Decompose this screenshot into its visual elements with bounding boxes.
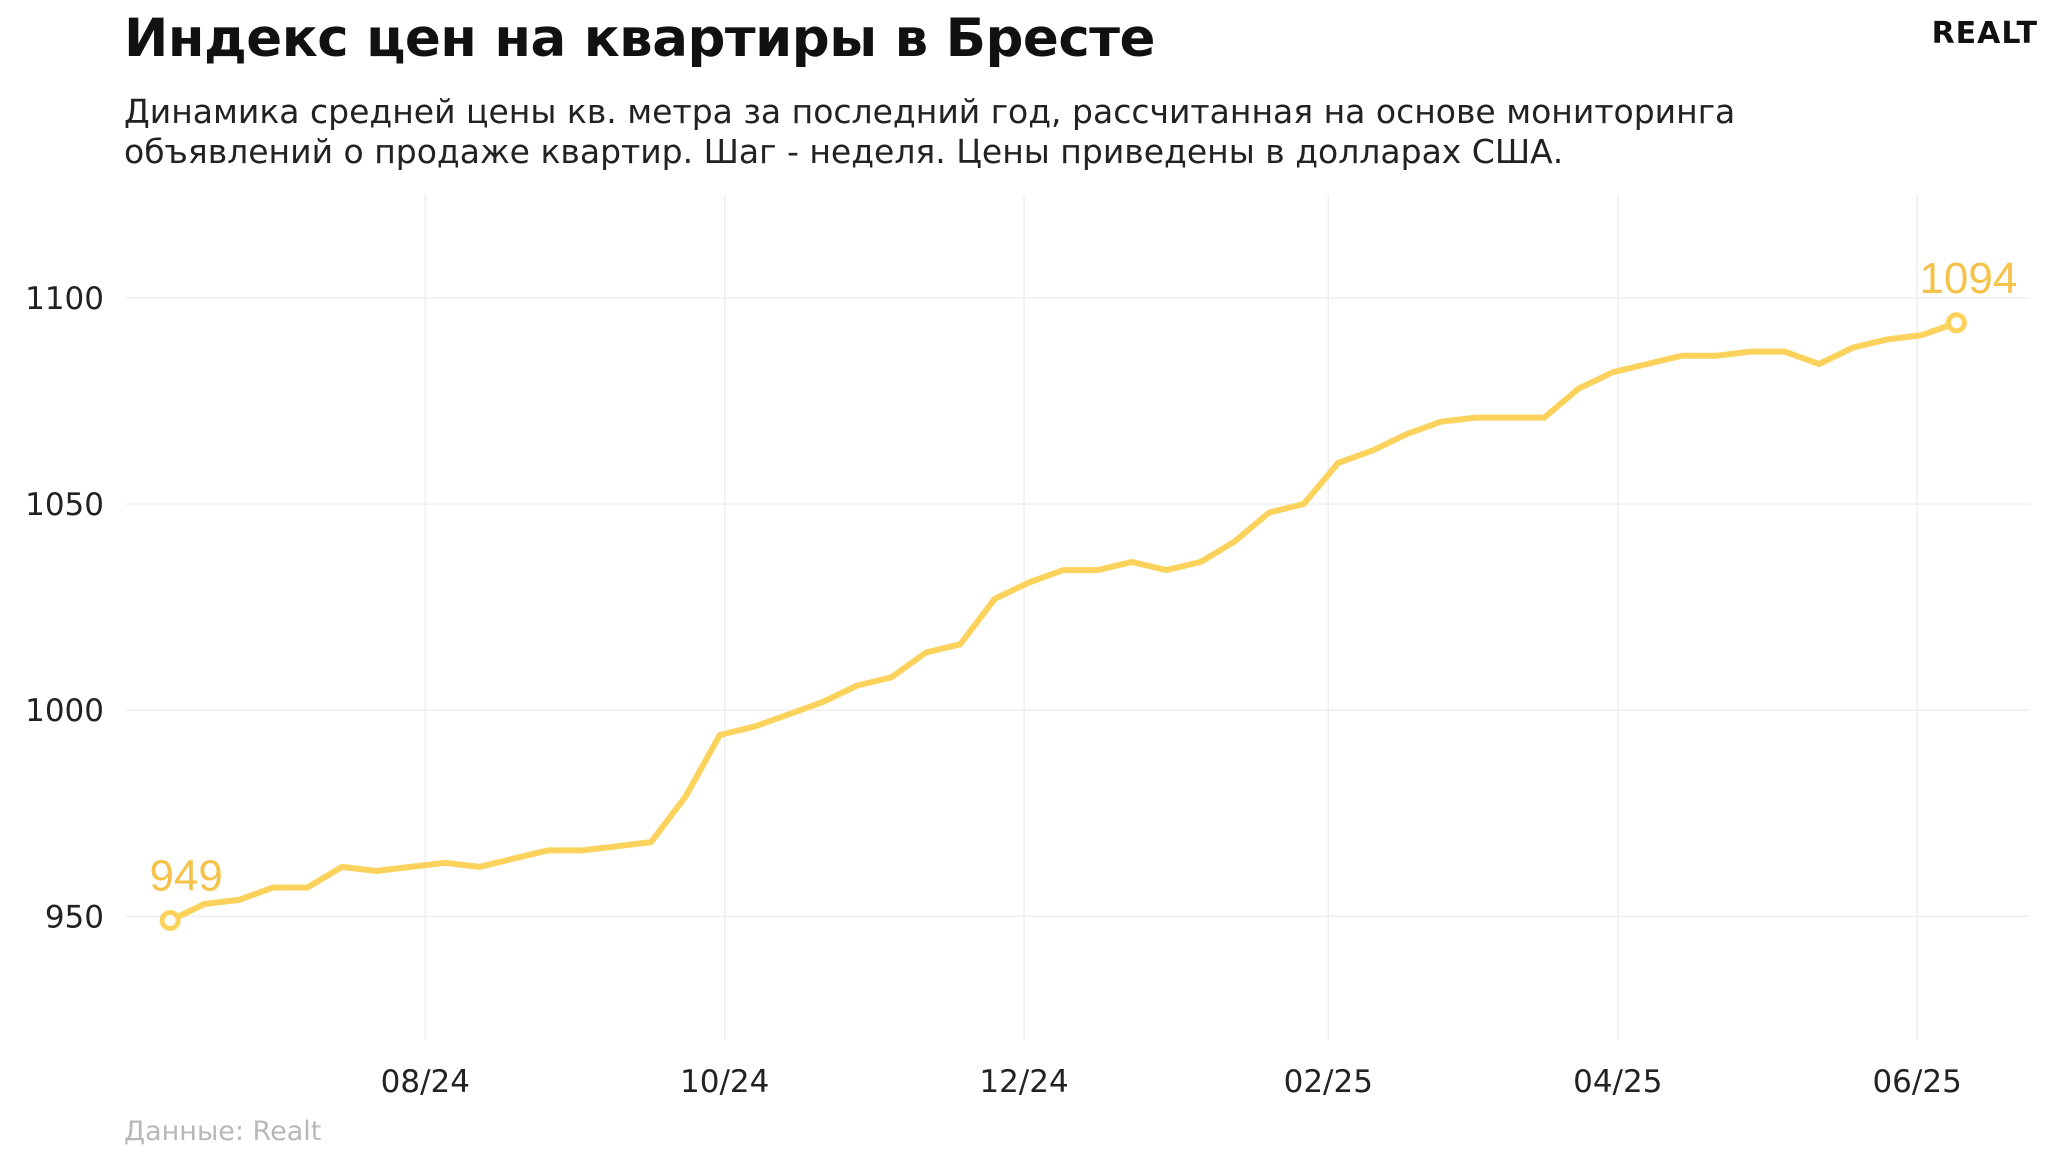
start-value-label: 949	[149, 851, 222, 900]
x-gridlines	[424, 195, 1918, 1040]
y-gridlines	[126, 297, 2030, 918]
x-tick-label: 06/25	[1872, 1064, 1961, 1100]
y-axis-ticks: 950 1000 1050 1100	[25, 281, 104, 935]
chart-subtitle: Динамика средней цены кв. метра за после…	[124, 92, 1736, 171]
y-tick-label: 950	[45, 899, 104, 935]
price-index-line	[167, 319, 1960, 924]
y-tick-label: 1050	[25, 487, 104, 523]
realt-logo: REALT	[1931, 16, 2038, 51]
end-point-marker	[1945, 312, 1967, 334]
x-axis-ticks: 08/24 10/24 12/24 02/25 04/25 06/25	[381, 1064, 1962, 1100]
start-point-marker	[159, 909, 181, 931]
x-tick-label: 04/25	[1573, 1064, 1662, 1100]
series-group	[167, 319, 1960, 924]
x-tick-label: 08/24	[381, 1064, 470, 1100]
x-tick-label: 02/25	[1284, 1064, 1373, 1100]
chart-title: Индекс цен на квартиры в Бресте	[124, 8, 1155, 69]
x-tick-label: 10/24	[680, 1064, 769, 1100]
end-labels: 949 1094	[149, 254, 2017, 931]
y-tick-label: 1000	[25, 693, 104, 729]
data-source-note: Данные: Realt	[124, 1116, 322, 1147]
x-tick-label: 12/24	[979, 1064, 1068, 1100]
y-tick-label: 1100	[25, 281, 104, 317]
end-value-label: 1094	[1919, 254, 2017, 303]
